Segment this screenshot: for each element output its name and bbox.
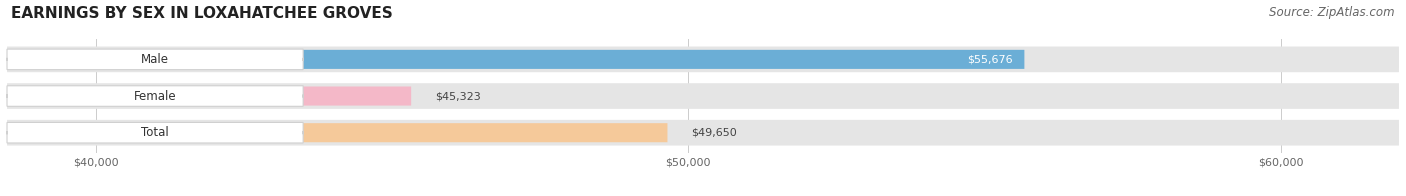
- Text: Male: Male: [141, 53, 169, 66]
- FancyBboxPatch shape: [7, 86, 304, 106]
- FancyBboxPatch shape: [7, 50, 1025, 69]
- Text: Female: Female: [134, 90, 176, 103]
- FancyBboxPatch shape: [7, 49, 304, 70]
- Text: Total: Total: [141, 126, 169, 139]
- Text: EARNINGS BY SEX IN LOXAHATCHEE GROVES: EARNINGS BY SEX IN LOXAHATCHEE GROVES: [11, 6, 394, 21]
- Text: $49,650: $49,650: [692, 128, 737, 138]
- FancyBboxPatch shape: [7, 123, 668, 142]
- FancyBboxPatch shape: [7, 83, 1399, 109]
- FancyBboxPatch shape: [7, 122, 304, 143]
- FancyBboxPatch shape: [7, 120, 1399, 146]
- FancyBboxPatch shape: [7, 86, 411, 106]
- Text: $45,323: $45,323: [434, 91, 481, 101]
- Text: $55,676: $55,676: [967, 54, 1012, 64]
- Text: Source: ZipAtlas.com: Source: ZipAtlas.com: [1270, 6, 1395, 19]
- FancyBboxPatch shape: [7, 46, 1399, 72]
